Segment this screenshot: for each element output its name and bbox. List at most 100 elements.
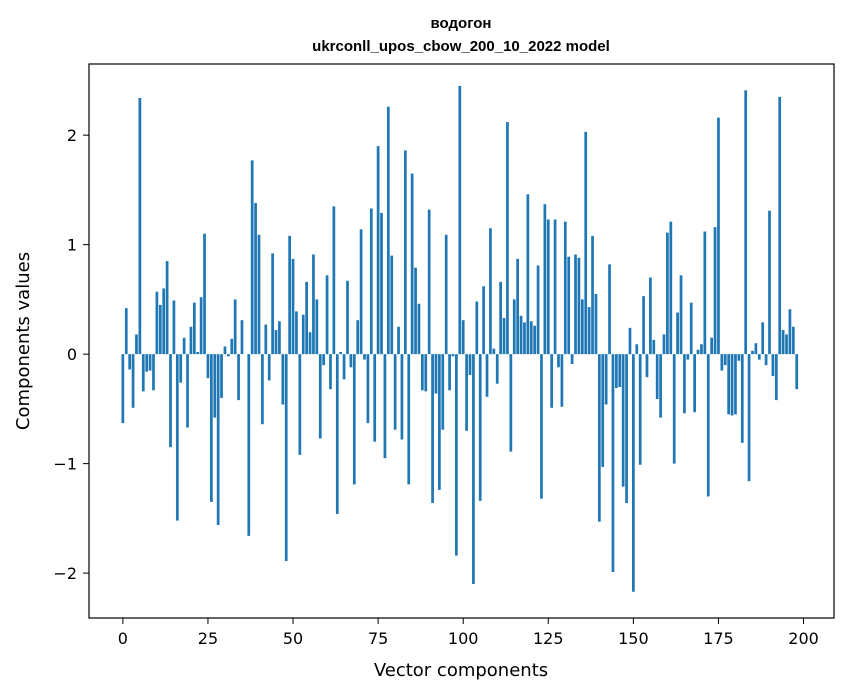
bar-127 bbox=[553, 219, 557, 355]
bar-154 bbox=[645, 354, 649, 378]
y-tick-label: 1 bbox=[67, 236, 77, 255]
bar-38 bbox=[250, 160, 254, 355]
bar-187 bbox=[757, 354, 761, 360]
bar-series bbox=[121, 85, 799, 592]
bar-186 bbox=[754, 343, 758, 355]
bar-124 bbox=[543, 204, 547, 355]
bar-82 bbox=[400, 354, 404, 440]
bar-33 bbox=[233, 299, 237, 355]
y-tick-label: −2 bbox=[53, 564, 77, 583]
x-tick-label: 100 bbox=[448, 629, 479, 648]
bar-59 bbox=[322, 354, 326, 366]
bar-35 bbox=[240, 320, 244, 355]
bar-46 bbox=[278, 321, 281, 355]
bar-119 bbox=[526, 194, 530, 355]
bar-81 bbox=[397, 326, 400, 355]
bar-79 bbox=[390, 255, 394, 355]
bar-179 bbox=[730, 354, 734, 416]
bar-67 bbox=[349, 354, 353, 368]
bar-44 bbox=[271, 253, 274, 355]
bar-15 bbox=[172, 300, 176, 355]
bar-27 bbox=[213, 354, 217, 418]
bar-19 bbox=[186, 354, 189, 428]
bar-41 bbox=[261, 354, 264, 425]
bar-168 bbox=[693, 354, 696, 413]
bar-125 bbox=[546, 219, 550, 355]
bar-55 bbox=[308, 332, 312, 355]
bar-147 bbox=[621, 354, 625, 487]
bar-194 bbox=[781, 330, 785, 355]
y-tick-label: −1 bbox=[53, 455, 77, 474]
bar-34 bbox=[237, 354, 240, 401]
bar-12 bbox=[162, 288, 166, 355]
bar-118 bbox=[523, 322, 526, 355]
bar-189 bbox=[764, 354, 768, 366]
bar-16 bbox=[175, 354, 179, 521]
bar-18 bbox=[182, 337, 186, 355]
x-tick-label: 75 bbox=[368, 629, 388, 648]
bar-14 bbox=[169, 354, 172, 448]
bar-101 bbox=[465, 354, 468, 431]
bar-133 bbox=[574, 254, 577, 355]
bar-172 bbox=[706, 354, 710, 497]
bar-92 bbox=[434, 354, 438, 394]
bar-165 bbox=[683, 354, 686, 414]
bar-75 bbox=[376, 146, 380, 355]
x-axis-label: Vector components bbox=[374, 660, 548, 681]
bar-110 bbox=[495, 354, 499, 384]
bar-178 bbox=[727, 354, 731, 415]
bar-13 bbox=[165, 261, 169, 355]
bar-162 bbox=[672, 354, 676, 464]
bar-90 bbox=[427, 209, 431, 355]
chart-subtitle: ukrconll_upos_cbow_200_10_2022 model bbox=[312, 38, 610, 55]
bar-182 bbox=[740, 354, 744, 443]
bar-53 bbox=[301, 314, 305, 355]
bar-193 bbox=[778, 96, 782, 355]
bar-121 bbox=[533, 325, 537, 355]
bar-198 bbox=[795, 354, 799, 390]
bar-31 bbox=[227, 354, 230, 357]
y-tick-label: 0 bbox=[67, 345, 77, 364]
y-axis-label: Components values bbox=[13, 252, 34, 430]
bar-39 bbox=[254, 203, 257, 355]
bar-47 bbox=[281, 354, 285, 405]
bar-134 bbox=[577, 257, 581, 355]
bar-61 bbox=[329, 354, 332, 390]
bar-24 bbox=[203, 233, 206, 355]
bar-138 bbox=[591, 235, 594, 355]
bar-96 bbox=[448, 354, 451, 391]
bar-123 bbox=[540, 354, 543, 499]
bar-105 bbox=[478, 354, 482, 501]
bar-183 bbox=[744, 90, 748, 355]
bar-8 bbox=[148, 354, 152, 371]
bar-64 bbox=[339, 351, 343, 355]
bar-10 bbox=[155, 291, 159, 355]
bar-3 bbox=[131, 354, 135, 408]
bar-176 bbox=[720, 354, 724, 371]
bar-66 bbox=[346, 280, 349, 355]
bar-122 bbox=[536, 265, 540, 355]
bar-74 bbox=[373, 354, 377, 442]
bar-85 bbox=[410, 173, 414, 355]
x-tick-label: 200 bbox=[788, 629, 819, 648]
bar-78 bbox=[386, 106, 390, 355]
bar-103 bbox=[472, 354, 475, 585]
bar-108 bbox=[489, 228, 492, 355]
bar-107 bbox=[485, 354, 489, 397]
bar-161 bbox=[669, 221, 673, 355]
bar-6 bbox=[141, 354, 145, 392]
bar-70 bbox=[359, 229, 363, 355]
bar-170 bbox=[700, 344, 703, 355]
bar-174 bbox=[713, 227, 717, 355]
bar-58 bbox=[318, 354, 322, 439]
x-tick-label: 0 bbox=[118, 629, 128, 648]
bar-76 bbox=[380, 212, 383, 355]
bar-80 bbox=[393, 354, 397, 430]
bar-95 bbox=[444, 234, 448, 355]
bar-163 bbox=[676, 312, 679, 355]
bar-197 bbox=[791, 326, 795, 355]
bar-26 bbox=[209, 354, 213, 502]
bar-104 bbox=[475, 301, 479, 355]
bar-86 bbox=[414, 267, 417, 355]
